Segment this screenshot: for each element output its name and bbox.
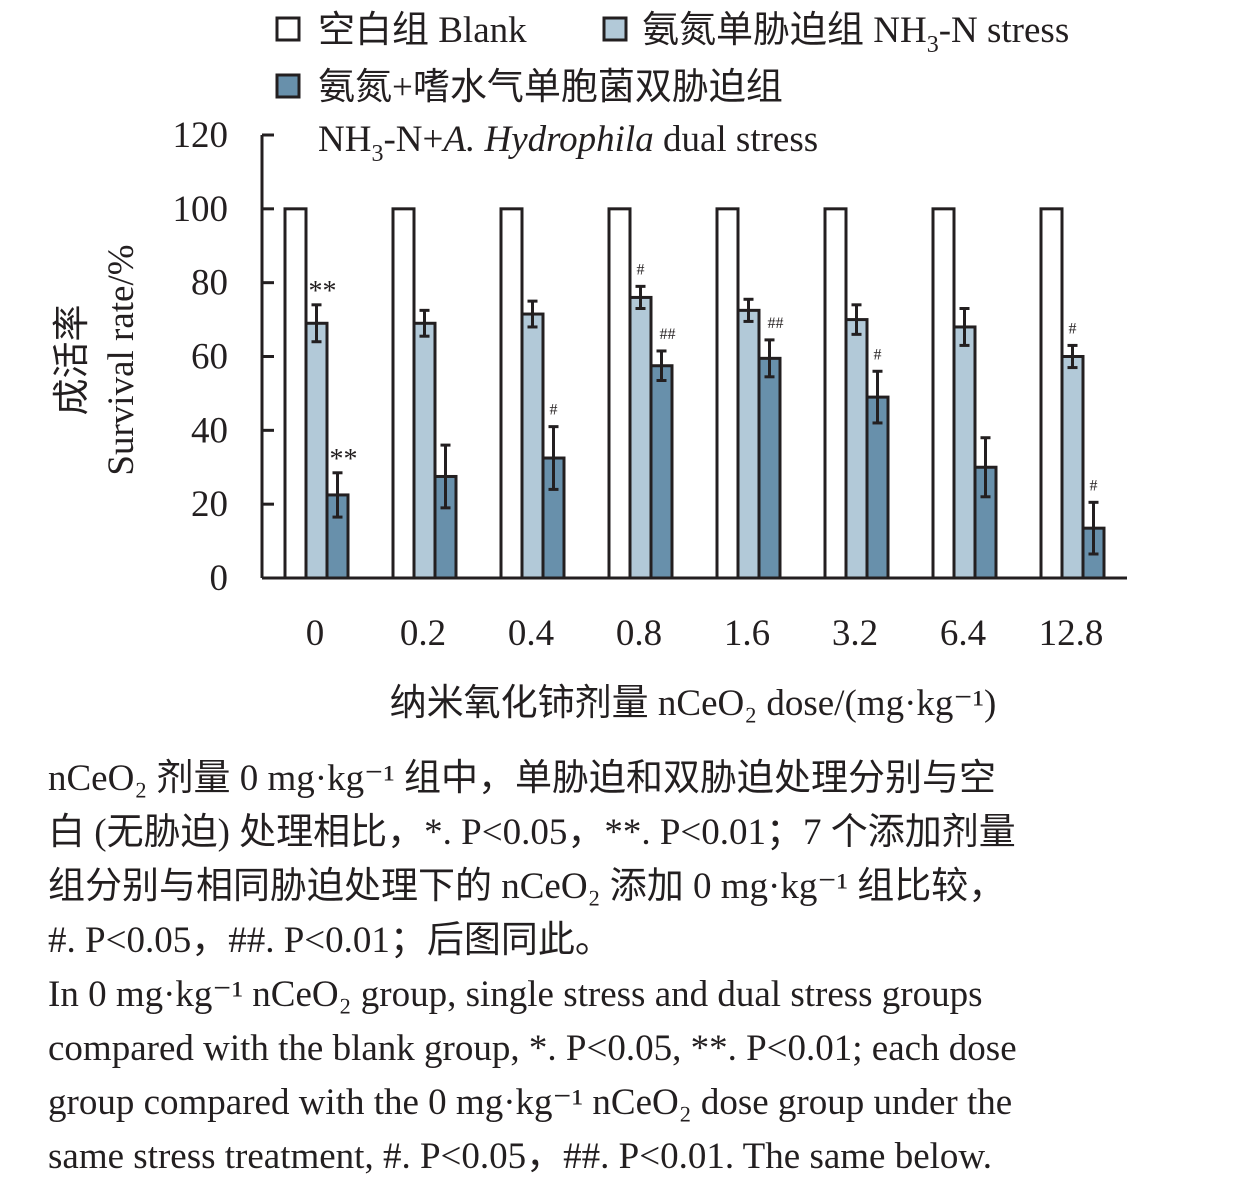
bar-dual-stress — [757, 356, 782, 580]
y-tick-label: 60 — [191, 337, 228, 378]
x-tick-label: 6.4 — [940, 613, 986, 654]
y-tick-label: 20 — [191, 484, 228, 525]
significance-label: # — [1069, 320, 1077, 337]
bar-blank — [823, 207, 848, 580]
bar-single-stress — [628, 295, 653, 580]
bar-single-stress — [736, 308, 761, 580]
y-tick-label: 120 — [173, 115, 229, 156]
bar-single-stress — [844, 318, 869, 580]
bar-blank — [499, 207, 524, 580]
significance-label: # — [1090, 477, 1098, 494]
x-axis-label: 纳米氧化铈剂量 nCeO₂ dose/(mg·kg⁻¹) — [390, 682, 997, 724]
bar-single-stress — [520, 312, 545, 580]
caption-line: compared with the blank group, *. P<0.05… — [48, 1028, 1017, 1069]
x-tick-label: 0 — [306, 613, 325, 654]
x-tick-label: 12.8 — [1039, 613, 1104, 654]
significance-label: # — [637, 261, 645, 278]
legend: 空白组 Blank 氨氮单胁迫组 NH3-N stress 氨氮+嗜水气单胞菌双… — [275, 9, 1069, 167]
significance-label: ## — [660, 326, 676, 343]
survival-rate-chart: 空白组 Blank 氨氮单胁迫组 NH3-N stress 氨氮+嗜水气单胞菌双… — [51, 9, 1127, 724]
y-tick-label: 40 — [191, 410, 228, 451]
caption-line: #. P<0.05，##. P<0.01；后图同此。 — [48, 920, 612, 961]
bar-blank — [1039, 207, 1064, 580]
caption-line: nCeO₂ 剂量 0 mg·kg⁻¹ 组中，单胁迫和双胁迫处理分别与空 — [48, 758, 996, 799]
y-axis-label: Survival rate/% — [101, 244, 142, 475]
bars: ****######### — [283, 207, 1106, 580]
significance-label: ** — [330, 444, 358, 475]
bar-single-stress — [952, 325, 977, 580]
x-tick-label: 0.8 — [616, 613, 662, 654]
bar-dual-stress — [649, 364, 674, 580]
bar-single-stress — [412, 321, 437, 580]
legend-label-blank: 空白组 Blank — [318, 9, 527, 51]
legend-swatch-dual — [275, 73, 301, 99]
bar-blank — [391, 207, 416, 580]
y-axis-label-cn: 成活率 — [51, 305, 93, 416]
bar-single-stress — [304, 321, 329, 580]
legend-label-dual-en: NH3-N+A. Hydrophila dual stress — [318, 119, 818, 167]
caption-line: same stress treatment, #. P<0.05，##. P<0… — [48, 1136, 992, 1177]
y-tick-label: 80 — [191, 263, 228, 304]
bar-single-stress — [1060, 355, 1085, 580]
x-tick-label: 3.2 — [832, 613, 878, 654]
caption-line: group compared with the 0 mg·kg⁻¹ nCeO₂ … — [48, 1082, 1013, 1123]
y-tick-label: 0 — [210, 558, 229, 599]
x-tick-label: 1.6 — [724, 613, 770, 654]
significance-label: ## — [768, 315, 784, 332]
caption-line: 组分别与相同胁迫处理下的 nCeO₂ 添加 0 mg·kg⁻¹ 组比较， — [48, 866, 1006, 907]
bar-blank — [607, 207, 632, 580]
bar-blank — [931, 207, 956, 580]
bar-blank — [283, 207, 308, 580]
caption-line: In 0 mg·kg⁻¹ nCeO₂ group, single stress … — [48, 974, 983, 1015]
axes: 0 20 40 60 80 100 120 0 0.2 0.4 0.8 1.6 3.2 6.4 12.8 — [173, 115, 1127, 654]
significance-label: ** — [309, 276, 337, 307]
legend-swatch-blank — [275, 16, 301, 42]
significance-label: # — [550, 402, 558, 419]
significance-label: # — [874, 346, 882, 363]
legend-label-single: 氨氮单胁迫组 NH3-N stress — [642, 9, 1069, 58]
y-tick-label: 100 — [173, 189, 229, 230]
caption-line: 白 (无胁迫) 处理相比，*. P<0.05，**. P<0.01；7 个添加剂… — [48, 812, 1016, 853]
bar-blank — [715, 207, 740, 580]
x-tick-label: 0.2 — [400, 613, 446, 654]
figure-caption: nCeO₂ 剂量 0 mg·kg⁻¹ 组中，单胁迫和双胁迫处理分别与空 白 (无… — [48, 752, 1238, 1184]
x-tick-label: 0.4 — [508, 613, 554, 654]
legend-label-dual-cn: 氨氮+嗜水气单胞菌双胁迫组 — [318, 66, 783, 108]
legend-swatch-single — [602, 16, 628, 42]
